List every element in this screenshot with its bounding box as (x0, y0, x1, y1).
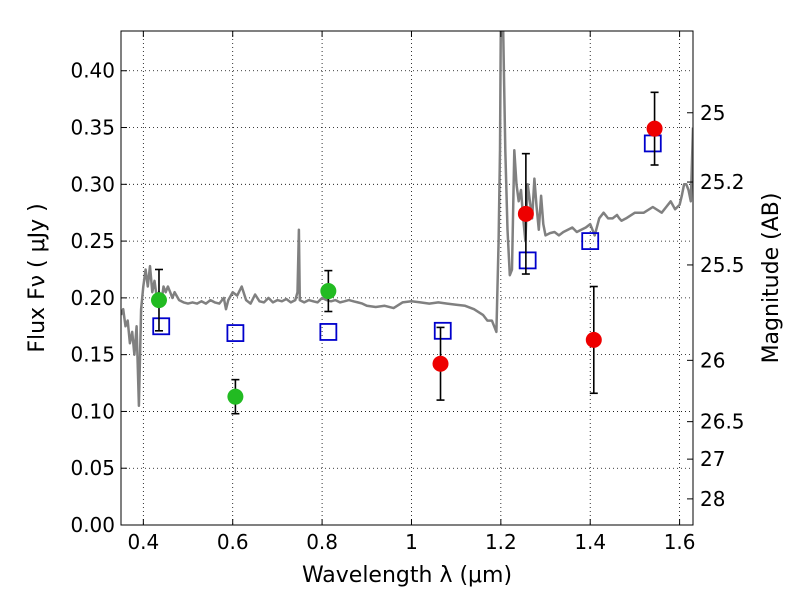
x-tick-label: 0.4 (127, 530, 159, 554)
right-tick-label: 26.5 (700, 410, 745, 434)
x-tick-label: 1.2 (485, 530, 517, 554)
data-markers (150, 91, 663, 415)
y-tick-label: 0.10 (70, 399, 115, 423)
model-square-marker (226, 324, 245, 342)
model-square-marker (433, 321, 452, 340)
model-square-marker (518, 251, 537, 270)
data-point-marker (517, 205, 534, 222)
x-axis-label: Wavelength λ (μm) (302, 563, 512, 588)
y-tick-label: 0.25 (70, 229, 115, 253)
x-tick-label: 0.8 (306, 530, 338, 554)
y-tick-label: 0.40 (70, 59, 115, 83)
data-point-marker (150, 292, 167, 309)
x-tick-label: 0.6 (217, 530, 249, 554)
data-point-marker (646, 120, 663, 137)
y-tick-label: 0.35 (70, 116, 115, 140)
model-square-marker (319, 323, 338, 341)
model-square-marker (581, 232, 600, 250)
data-point-marker (585, 331, 602, 348)
x-tick-label: 1.6 (664, 530, 696, 554)
plot-frame (120, 30, 694, 526)
y-tick-label: 0.30 (70, 172, 115, 196)
data-point-marker (227, 388, 244, 405)
model-square-marker (152, 317, 171, 336)
right-tick-label: 25.2 (700, 170, 745, 194)
right-tick-label: 25.5 (700, 253, 745, 277)
x-tick-label: 1.4 (574, 530, 606, 554)
y-tick-label: 0.00 (70, 513, 115, 537)
right-axis-label: Magnitude (AB) (759, 193, 784, 364)
y-tick-label: 0.05 (70, 456, 115, 480)
y-tick-label: 0.15 (70, 343, 115, 367)
y-tick-label: 0.20 (70, 286, 115, 310)
data-point-marker (320, 283, 337, 300)
right-tick-label: 26 (700, 348, 725, 372)
right-tick-label: 28 (700, 487, 725, 511)
y-axis-label: Flux Fν ( μJy ) (25, 203, 50, 352)
spectrum-line (121, 31, 693, 408)
right-tick-label: 27 (700, 447, 725, 471)
data-point-marker (432, 355, 449, 372)
right-tick-label: 25 (700, 101, 725, 125)
axis-ticks: 0.4 0.6 0.8 1 1.2 1.4 1.6 0.00 0.05 0.10 0.15 0.20 0… (70, 31, 745, 554)
spectrum-layer (121, 31, 693, 408)
x-tick-label: 1 (405, 530, 418, 554)
